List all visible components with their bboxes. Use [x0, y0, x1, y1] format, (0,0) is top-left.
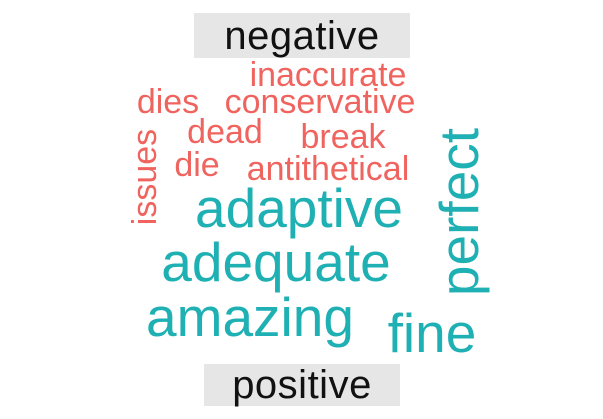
word-perfect: perfect [428, 128, 490, 296]
word-issues: issues [126, 129, 164, 225]
word-dies: dies [137, 83, 199, 121]
word-fine: fine [388, 302, 477, 364]
word-adequate: adequate [161, 231, 390, 293]
word-inaccurate: inaccurate [250, 56, 407, 94]
word-die: die [174, 146, 219, 184]
word-adaptive: adaptive [195, 177, 403, 239]
word-conservative: conservative [225, 83, 416, 121]
group-label-positive: positive [204, 364, 400, 406]
word-dead: dead [187, 113, 263, 151]
word-break: break [300, 118, 386, 156]
word-amazing: amazing [146, 286, 354, 348]
group-label-negative: negative [194, 13, 410, 58]
word-antithetical: antithetical [247, 150, 410, 188]
